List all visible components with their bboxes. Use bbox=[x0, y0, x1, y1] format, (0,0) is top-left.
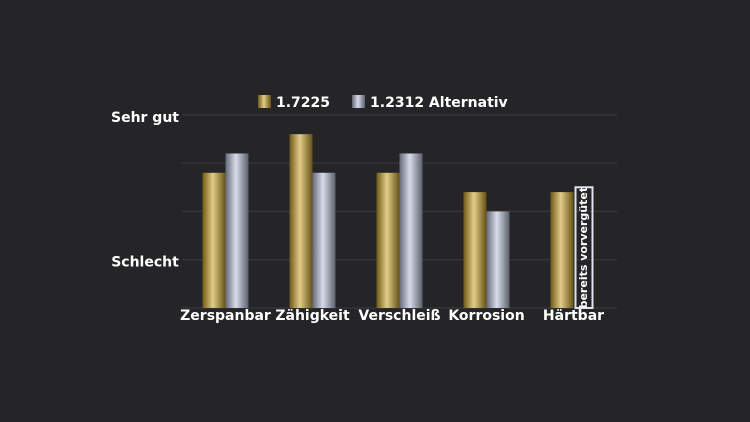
x-tick-label: Korrosion bbox=[448, 308, 524, 324]
bar bbox=[202, 172, 226, 308]
legend-label: 1.7225 bbox=[276, 95, 330, 111]
x-tick-label: Zähigkeit bbox=[275, 308, 350, 324]
legend-swatch bbox=[352, 95, 366, 108]
y-tick-label: Schlecht bbox=[111, 255, 179, 271]
x-tick-label: Härtbar bbox=[543, 308, 604, 324]
bar bbox=[225, 153, 249, 308]
legend-label: 1.2312 Alternativ bbox=[370, 95, 508, 111]
legend-swatch bbox=[258, 95, 271, 108]
x-tick-label: Verschleiß bbox=[358, 308, 440, 324]
annotation-text: bereits vorvergütet bbox=[577, 187, 590, 309]
y-tick-label: Sehr gut bbox=[111, 110, 179, 126]
bar bbox=[376, 172, 400, 308]
bar bbox=[312, 172, 336, 308]
bar bbox=[463, 192, 487, 308]
x-tick-label: Zerspanbar bbox=[180, 308, 271, 324]
bar bbox=[289, 134, 313, 308]
bar bbox=[550, 192, 574, 308]
annotation-box bbox=[574, 186, 594, 309]
bar bbox=[399, 153, 423, 308]
bar bbox=[486, 211, 510, 308]
